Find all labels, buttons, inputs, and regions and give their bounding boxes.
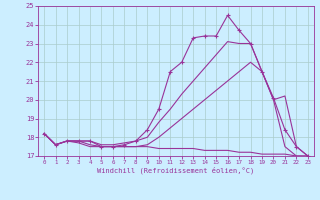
X-axis label: Windchill (Refroidissement éolien,°C): Windchill (Refroidissement éolien,°C) bbox=[97, 167, 255, 174]
